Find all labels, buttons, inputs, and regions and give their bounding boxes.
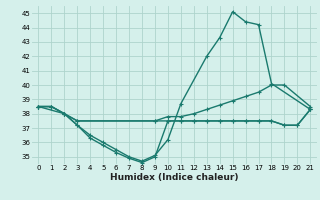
X-axis label: Humidex (Indice chaleur): Humidex (Indice chaleur) [110, 173, 239, 182]
